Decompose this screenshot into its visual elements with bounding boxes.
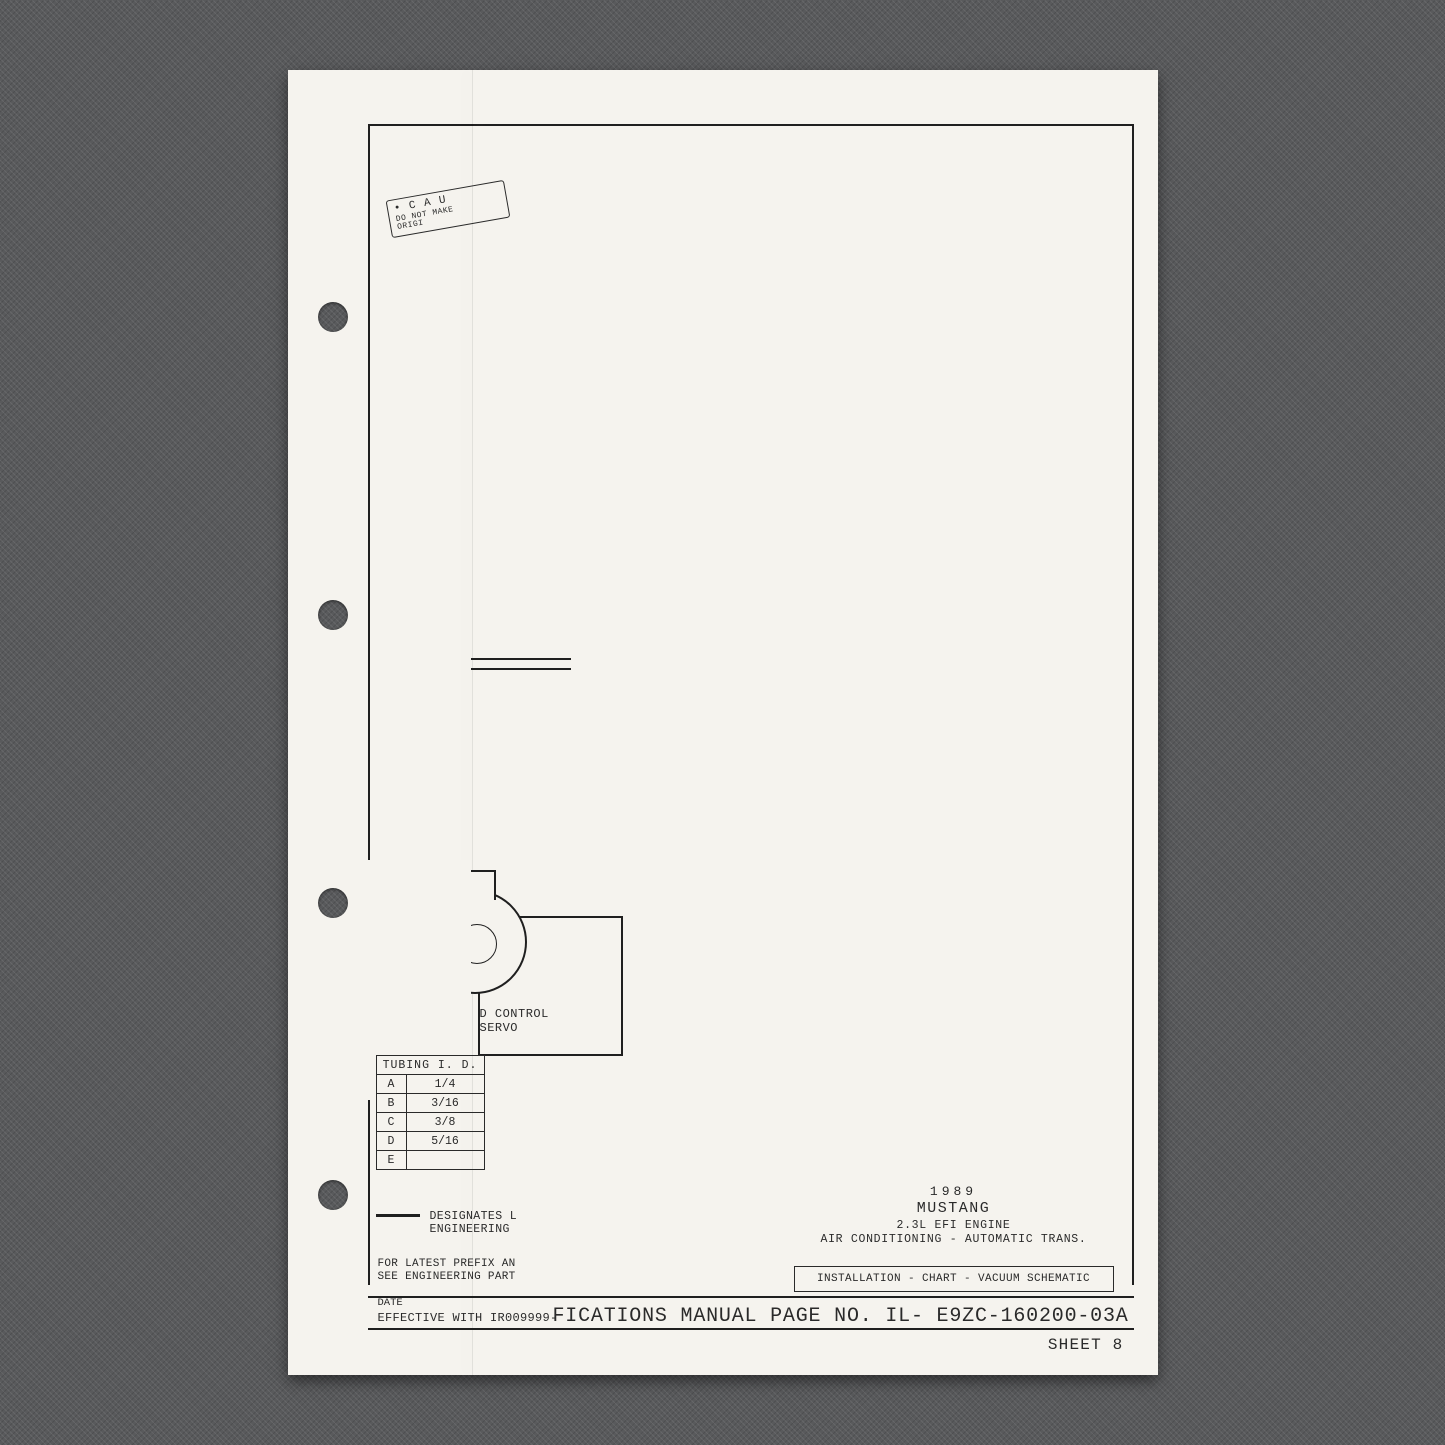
legend-bar-icon bbox=[376, 1214, 420, 1217]
mid-schematic-lines bbox=[471, 658, 571, 678]
servo-label-line1: D CONTROL bbox=[480, 1008, 549, 1022]
designates-legend: DESIGNATES L ENGINEERING bbox=[376, 1210, 518, 1236]
table-row: D5/16 bbox=[376, 1132, 484, 1151]
punch-hole bbox=[318, 600, 348, 630]
tubing-table: TUBING I. D. A1/4 B3/16 C3/8 D5/16 E bbox=[376, 1055, 485, 1170]
prefix-note: FOR LATEST PREFIX AN SEE ENGINEERING PAR… bbox=[378, 1258, 516, 1283]
prefix-line1: FOR LATEST PREFIX AN bbox=[378, 1258, 516, 1271]
punch-hole bbox=[318, 888, 348, 918]
punch-hole bbox=[318, 1180, 348, 1210]
footer-rule bbox=[368, 1328, 1134, 1330]
date-label: DATE bbox=[378, 1297, 403, 1309]
table-row: C3/8 bbox=[376, 1113, 484, 1132]
installation-box: INSTALLATION - CHART - VACUUM SCHEMATIC bbox=[794, 1266, 1114, 1292]
manual-page-number: FICATIONS MANUAL PAGE NO. IL- E9ZC-16020… bbox=[553, 1305, 1129, 1328]
paper-fold-crease bbox=[472, 70, 473, 1375]
prefix-line2: SEE ENGINEERING PART bbox=[378, 1271, 516, 1284]
sheet-number: SHEET 8 bbox=[1048, 1336, 1124, 1354]
title-model: MUSTANG bbox=[794, 1200, 1114, 1219]
title-year: 1989 bbox=[794, 1184, 1114, 1200]
servo-label-line2: SERVO bbox=[480, 1022, 549, 1036]
table-row: A1/4 bbox=[376, 1075, 484, 1094]
designates-line1: DESIGNATES L bbox=[430, 1210, 518, 1223]
punch-hole bbox=[318, 302, 348, 332]
servo-label: D CONTROL SERVO bbox=[480, 1008, 549, 1036]
title-block: 1989 MUSTANG 2.3L EFI ENGINE AIR CONDITI… bbox=[794, 1184, 1114, 1248]
table-row: E bbox=[376, 1151, 484, 1170]
tubing-header: TUBING I. D. bbox=[376, 1056, 484, 1075]
footer-rule-upper bbox=[368, 1296, 1134, 1298]
designates-line2: ENGINEERING bbox=[430, 1223, 518, 1236]
title-config: AIR CONDITIONING - AUTOMATIC TRANS. bbox=[794, 1233, 1114, 1247]
effective-with: EFFECTIVE WITH IR009999- bbox=[378, 1311, 558, 1325]
title-engine: 2.3L EFI ENGINE bbox=[794, 1219, 1114, 1233]
document-paper: • C A U DO NOT MAKE ORIGI D CONTROL SERV… bbox=[288, 70, 1158, 1375]
table-row: B3/16 bbox=[376, 1094, 484, 1113]
